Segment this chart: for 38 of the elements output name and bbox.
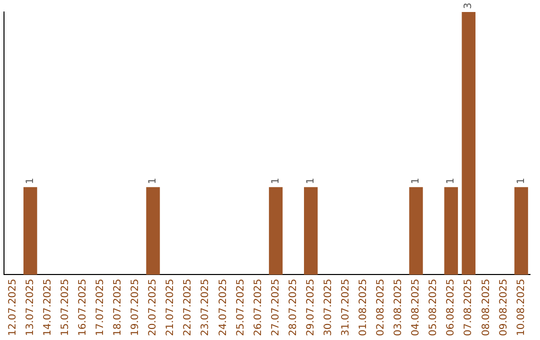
x-tick-label: 14.07.2025: [42, 278, 54, 336]
x-tick-label: 09.08.2025: [498, 278, 510, 336]
x-tick-label: 21.07.2025: [165, 278, 176, 336]
x-tick-label: 06.08.2025: [446, 278, 457, 336]
x-tick-label: 04.08.2025: [410, 278, 422, 336]
x-tick-label: 07.08.2025: [463, 278, 474, 336]
data-label: 1: [305, 178, 316, 184]
data-label: 1: [516, 178, 527, 184]
data-label: 1: [148, 178, 159, 184]
x-tick-label: 13.07.2025: [24, 278, 36, 336]
x-tick-label: 20.07.2025: [148, 278, 159, 336]
data-label: 3: [463, 2, 474, 9]
x-tick-label: 27.07.2025: [270, 278, 282, 336]
x-tick-label: 29.07.2025: [305, 278, 316, 336]
x-tick-label: 12.07.2025: [7, 278, 18, 336]
x-tick-label: 19.07.2025: [130, 278, 142, 336]
x-tick-label: 30.07.2025: [322, 278, 334, 336]
x-tick-label: 01.08.2025: [358, 278, 370, 336]
x-tick-label: 22.07.2025: [182, 278, 194, 336]
x-tick-label: 23.07.2025: [200, 278, 212, 336]
data-label: 1: [270, 178, 282, 184]
x-tick-label: 25.07.2025: [235, 278, 246, 336]
data-label: 1: [446, 178, 457, 184]
x-tick-label: 03.08.2025: [393, 278, 404, 336]
x-tick-label: 18.07.2025: [112, 278, 124, 336]
x-tick-label: 17.07.2025: [95, 278, 106, 336]
x-tick-label: 24.07.2025: [218, 278, 229, 336]
x-tick-label: 26.07.2025: [252, 278, 264, 336]
x-tick-label: 15.07.2025: [60, 278, 71, 336]
x-tick-label: 16.07.2025: [77, 278, 88, 336]
x-tick-label: 28.07.2025: [288, 278, 299, 336]
x-tick-label: 10.08.2025: [516, 278, 527, 336]
x-tick-label: 05.08.2025: [428, 278, 440, 336]
x-tick-label: 31.07.2025: [340, 278, 352, 336]
data-label: 1: [24, 178, 36, 184]
x-tick-label: 08.08.2025: [480, 278, 492, 336]
data-label: 1: [410, 178, 422, 184]
x-tick-label: 02.08.2025: [376, 278, 387, 336]
